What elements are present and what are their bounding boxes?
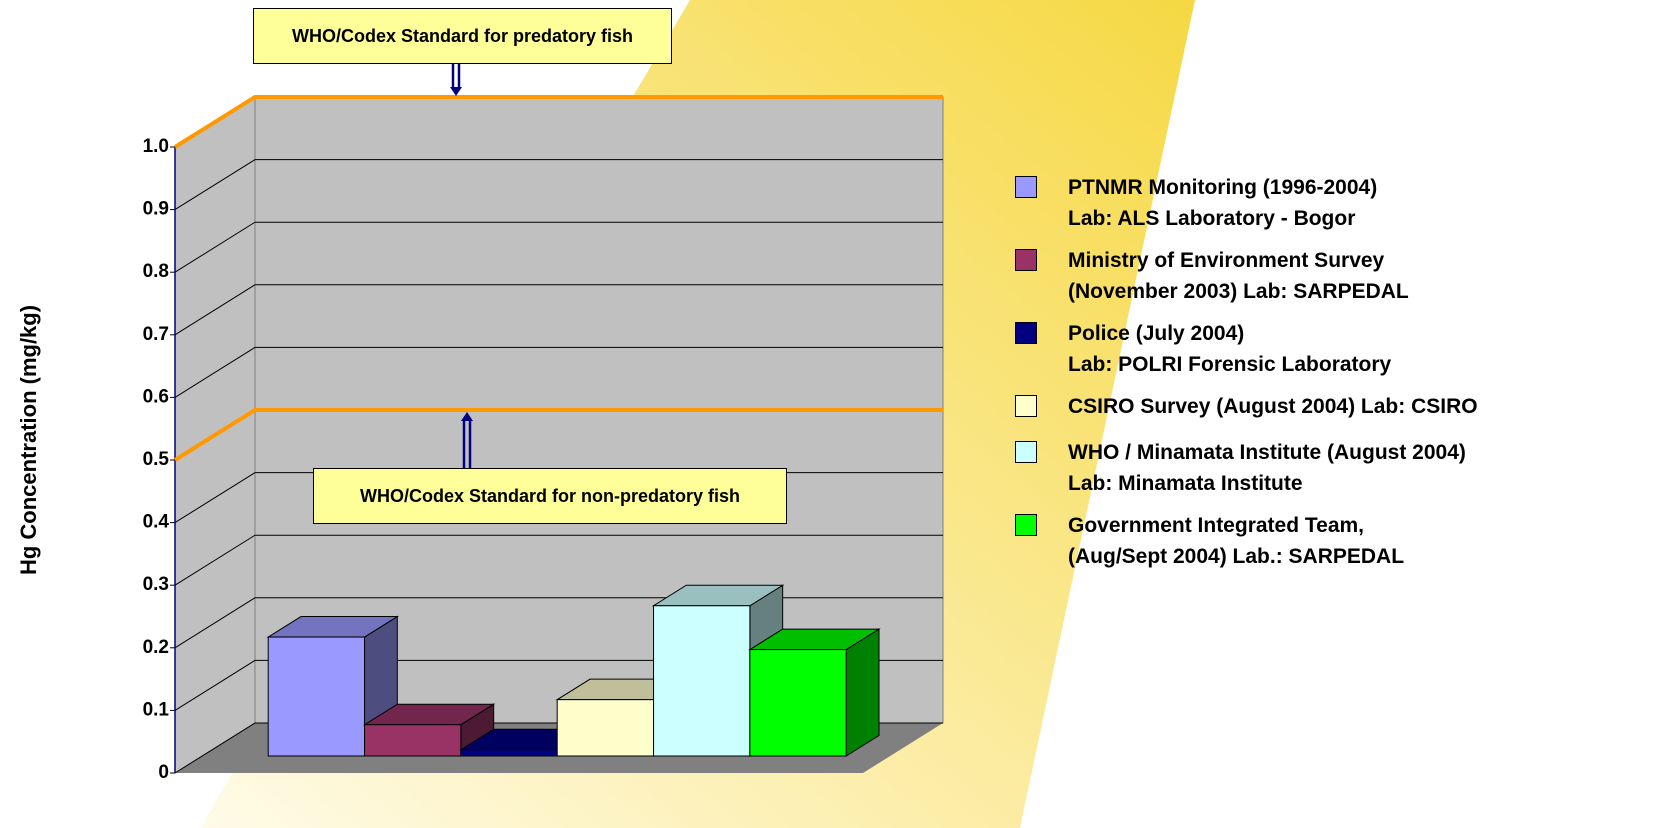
- y-tick-label: 0.7: [143, 324, 169, 345]
- grid-line: [174, 284, 943, 336]
- grid-line: [174, 346, 943, 398]
- y-tick-label: 0.5: [143, 449, 170, 470]
- y-tick-label: 0.8: [143, 261, 169, 282]
- legend-label: WHO / Minamata Institute (August 2004) L…: [1068, 441, 1466, 495]
- grid-line: [174, 221, 943, 273]
- legend-swatch: [1015, 395, 1037, 417]
- annotation: WHO/Codex Standard for predatory fish: [253, 8, 672, 64]
- legend-swatch: [1015, 514, 1037, 536]
- reference-line: [173, 95, 943, 149]
- legend-swatch: [1015, 441, 1037, 463]
- bar: [267, 636, 366, 757]
- bar: [653, 605, 751, 757]
- y-tick-label: 1.0: [143, 136, 169, 157]
- legend-swatch: [1015, 249, 1037, 271]
- arrow: [462, 420, 472, 468]
- legend-label: PTNMR Monitoring (1996-2004) Lab: ALS La…: [1068, 176, 1378, 230]
- legend-label: Government Integrated Team, (Aug/Sept 20…: [1068, 514, 1405, 568]
- plot: 0 0.1 0.2 0.3 0.4 0.5 0.6 0.7 0.8 0.9 1.0: [143, 95, 944, 783]
- annotation: WHO/Codex Standard for non-predatory fis…: [313, 468, 787, 524]
- bar: [556, 699, 655, 757]
- legend-swatch: [1015, 322, 1037, 344]
- y-tick-label: 0.6: [143, 386, 169, 407]
- bar: [460, 749, 558, 757]
- y-tick-label: 0.3: [143, 574, 169, 595]
- legend-label: Ministry of Environment Survey (November…: [1068, 249, 1409, 303]
- grid-line: [174, 534, 943, 586]
- legend-label: CSIRO Survey (August 2004) Lab: CSIRO: [1068, 395, 1478, 418]
- grid-line: [174, 159, 943, 211]
- arrow-head: [450, 87, 462, 96]
- legend-swatch: [1015, 176, 1037, 198]
- y-tick-label: 0.4: [143, 512, 170, 533]
- y-tick-label: 0.1: [143, 699, 170, 720]
- y-axis-label: Hg Concentration (mg/kg): [16, 305, 41, 575]
- y-tick-label: 0: [158, 762, 169, 783]
- y-tick-label: 0.9: [143, 199, 169, 220]
- arrow-head: [461, 412, 473, 421]
- y-tick-label: 0.2: [143, 637, 169, 658]
- bar: [749, 649, 847, 757]
- arrow: [451, 63, 461, 88]
- legend-label: Police (July 2004) Lab: POLRI Forensic L…: [1068, 322, 1392, 376]
- reference-line: [173, 408, 943, 462]
- bar-side: [845, 628, 880, 757]
- bar: [364, 724, 462, 757]
